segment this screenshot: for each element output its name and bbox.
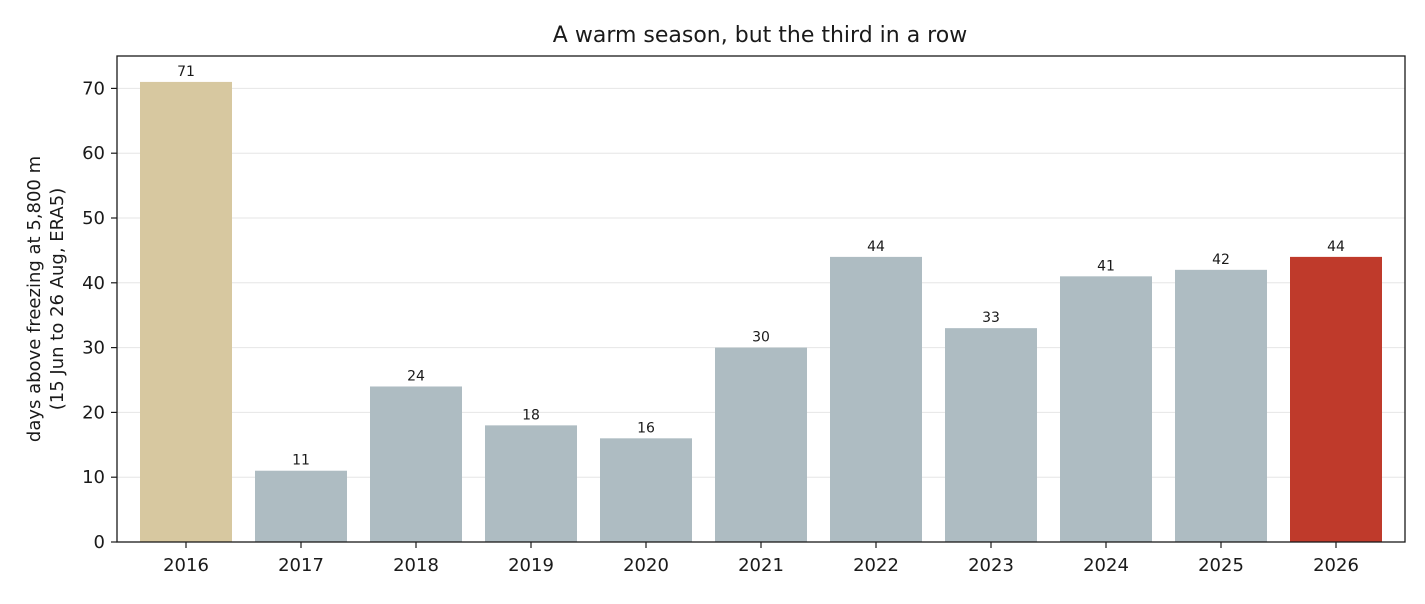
y-tick-label: 60 [82,143,105,164]
y-tick-label: 40 [82,273,105,294]
data-label-2020: 16 [637,420,655,436]
x-tick-label-2022: 2022 [853,555,899,576]
chart-title: A warm season, but the third in a row [553,23,967,48]
x-tick-label-2023: 2023 [968,555,1014,576]
y-tick-label: 0 [94,532,105,553]
data-labels: 71 11 24 18 16 30 44 33 41 42 44 [177,64,1345,469]
bar-2021 [715,347,807,542]
bar-2022 [830,256,922,542]
bar-2024 [1060,276,1152,542]
y-tick-label: 30 [82,338,105,359]
x-tick-label-2026: 2026 [1313,555,1359,576]
data-label-2026: 44 [1327,239,1345,255]
x-tick-label-2025: 2025 [1198,555,1244,576]
data-label-2017: 11 [292,453,310,469]
data-label-2022: 44 [867,239,885,255]
data-label-2023: 33 [982,310,1000,326]
x-tick-label-2024: 2024 [1083,555,1129,576]
x-tick-label-2016: 2016 [163,555,209,576]
y-axis-label-line-1: days above freezing at 5,800 m [24,156,45,442]
y-axis-label-line-2: (15 Jun to 26 Aug, ERA5) [47,188,68,410]
y-tick-label: 70 [82,78,105,99]
y-tick-label: 20 [82,402,105,423]
axes: 0 10 20 30 40 50 60 70 2016 2017 2018 2019 2020 2021 2… [82,55,1406,576]
bar-2025 [1175,269,1267,542]
bar-2018 [370,386,462,542]
bar-2016 [140,81,232,543]
x-tick-label-2018: 2018 [393,555,439,576]
data-label-2019: 18 [522,407,540,423]
data-label-2025: 42 [1212,252,1230,268]
x-tick-label-2020: 2020 [623,555,669,576]
bar-2020 [600,438,692,542]
data-label-2018: 24 [407,368,425,384]
y-tick-label: 50 [82,208,105,229]
data-label-2016: 71 [177,64,195,80]
bar-2026 [1290,256,1382,542]
bars [140,81,1382,543]
data-label-2021: 30 [752,330,770,346]
bar-2019 [485,425,577,542]
bar-2017 [255,470,347,542]
data-label-2024: 41 [1097,258,1115,274]
x-tick-label-2021: 2021 [738,555,784,576]
y-tick-label: 10 [82,467,105,488]
bar-2023 [945,328,1037,542]
x-tick-label-2019: 2019 [508,555,554,576]
x-tick-label-2017: 2017 [278,555,324,576]
